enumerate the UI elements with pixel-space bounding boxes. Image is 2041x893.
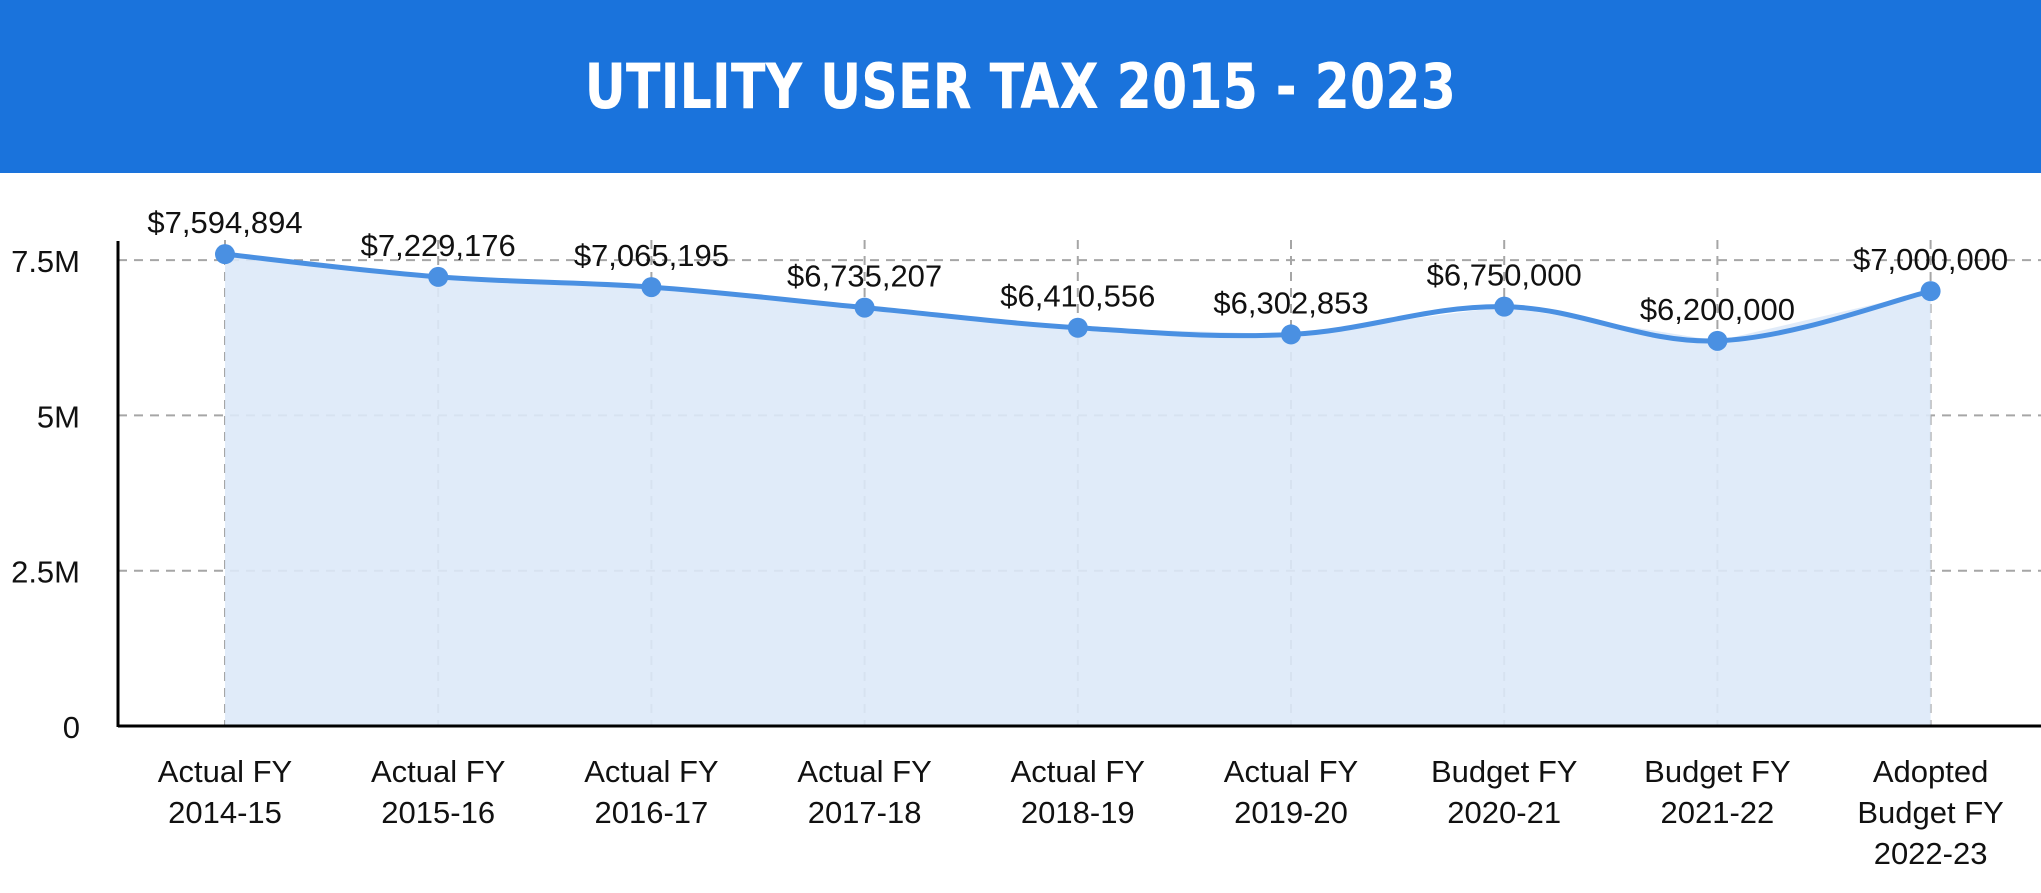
axes: [116, 241, 2041, 728]
data-point: [1707, 330, 1728, 351]
x-tick-label-line: Actual FY: [797, 754, 931, 789]
data-points: [215, 244, 1941, 351]
x-tick-label-line: 2022-23: [1874, 836, 1988, 871]
x-tick-label: Adopted Budget FY 2022-23: [1857, 754, 2003, 871]
data-label: $7,229,176: [361, 228, 516, 263]
data-label: $6,200,000: [1640, 292, 1795, 327]
x-tick-label: Budget FY 2020-21: [1431, 754, 1577, 830]
area-fill: [225, 254, 1931, 726]
x-tick-label-line: Adopted: [1873, 754, 1989, 789]
x-tick-label-line: Actual FY: [1224, 754, 1358, 789]
x-tick-label: Actual FY 2016-17: [584, 754, 718, 830]
y-tick-label: 7.5M: [11, 244, 80, 279]
x-tick-label-line: 2015-16: [381, 795, 495, 830]
x-tick-label-line: 2014-15: [168, 795, 282, 830]
x-tick-label-line: Budget FY: [1857, 795, 2003, 830]
y-tick-label: 0: [63, 710, 80, 745]
x-tick-label-line: 2016-17: [595, 795, 709, 830]
data-point: [641, 277, 662, 298]
y-tick-label: 5M: [37, 399, 80, 434]
x-tick-label-line: 2018-19: [1021, 795, 1135, 830]
data-label: $6,735,207: [787, 259, 942, 294]
data-label: $6,302,853: [1213, 285, 1368, 320]
x-tick-label-line: 2020-21: [1447, 795, 1561, 830]
data-point: [854, 297, 875, 318]
data-label: $7,000,000: [1853, 242, 2008, 277]
data-label: $6,750,000: [1427, 258, 1582, 293]
x-tick-label: Actual FY 2015-16: [371, 754, 505, 830]
y-tick-label: 2.5M: [11, 555, 80, 590]
data-point: [1067, 317, 1088, 338]
x-tick-label: Actual FY 2014-15: [158, 754, 292, 830]
data-label: $7,594,894: [147, 205, 302, 240]
x-tick-label-line: Actual FY: [158, 754, 292, 789]
x-tick-label-line: Actual FY: [584, 754, 718, 789]
chart-title: UTILITY USER TAX 2015 - 2023: [584, 50, 1457, 123]
data-point: [428, 266, 449, 287]
x-tick-label-line: 2021-22: [1661, 795, 1775, 830]
data-point: [215, 244, 235, 265]
x-tick-label-line: Budget FY: [1644, 754, 1790, 789]
x-tick-label: Budget FY 2021-22: [1644, 754, 1790, 830]
data-point: [1920, 281, 1941, 302]
x-tick-label-line: 2017-18: [808, 795, 922, 830]
area-layer: [225, 254, 1931, 726]
data-labels: $7,594,894 $7,229,176 $7,065,195 $6,735,207…: [147, 205, 2008, 327]
data-point: [1281, 324, 1301, 345]
data-label: $7,065,195: [574, 238, 729, 273]
x-tick-label-line: Actual FY: [1011, 754, 1145, 789]
data-label: $6,410,556: [1000, 279, 1155, 314]
y-tick-labels: 0 2.5M 5M 7.5M: [11, 244, 80, 745]
title-banner: UTILITY USER TAX 2015 - 2023: [0, 0, 2041, 173]
x-tick-label-line: Actual FY: [371, 754, 505, 789]
x-tick-label: Actual FY 2018-19: [1011, 754, 1145, 830]
x-tick-label-line: 2019-20: [1234, 795, 1348, 830]
x-tick-label-line: Budget FY: [1431, 754, 1577, 789]
x-tick-label: Actual FY 2019-20: [1224, 754, 1358, 830]
x-tick-label: Actual FY 2017-18: [797, 754, 931, 830]
data-point: [1494, 296, 1515, 317]
